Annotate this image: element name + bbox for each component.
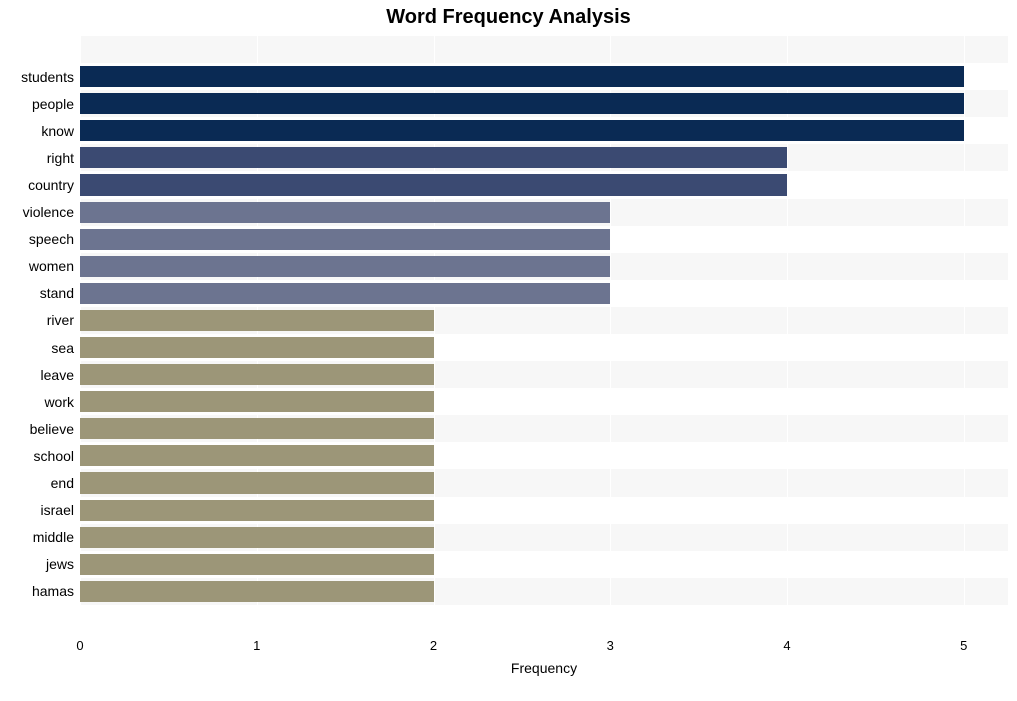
- plot-area: [80, 36, 1008, 632]
- y-tick-label: believe: [0, 421, 74, 437]
- y-tick-label: violence: [0, 204, 74, 220]
- x-grid-line: [964, 36, 965, 632]
- bar: [80, 93, 964, 114]
- bar: [80, 120, 964, 141]
- y-tick-label: middle: [0, 529, 74, 545]
- bar: [80, 147, 787, 168]
- bar: [80, 283, 610, 304]
- bar: [80, 418, 434, 439]
- bar: [80, 174, 787, 195]
- bar: [80, 364, 434, 385]
- y-tick-label: end: [0, 475, 74, 491]
- bar: [80, 256, 610, 277]
- bar: [80, 445, 434, 466]
- bar: [80, 202, 610, 223]
- y-tick-label: hamas: [0, 583, 74, 599]
- y-tick-label: stand: [0, 285, 74, 301]
- x-tick-label: 2: [430, 638, 437, 653]
- y-tick-label: leave: [0, 367, 74, 383]
- bar: [80, 391, 434, 412]
- x-tick-label: 0: [76, 638, 83, 653]
- y-tick-label: sea: [0, 340, 74, 356]
- plot-stripe: [80, 605, 1008, 632]
- bar: [80, 66, 964, 87]
- x-tick-label: 1: [253, 638, 260, 653]
- x-tick-label: 3: [607, 638, 614, 653]
- bar: [80, 310, 434, 331]
- bar: [80, 472, 434, 493]
- bar: [80, 500, 434, 521]
- x-tick-label: 5: [960, 638, 967, 653]
- bar: [80, 554, 434, 575]
- y-tick-label: work: [0, 394, 74, 410]
- y-tick-label: people: [0, 96, 74, 112]
- y-tick-label: women: [0, 258, 74, 274]
- bar: [80, 581, 434, 602]
- y-tick-label: speech: [0, 231, 74, 247]
- x-axis-title: Frequency: [80, 660, 1008, 676]
- y-tick-label: jews: [0, 556, 74, 572]
- y-tick-label: school: [0, 448, 74, 464]
- chart-title: Word Frequency Analysis: [0, 6, 1017, 29]
- bar: [80, 229, 610, 250]
- y-tick-label: river: [0, 312, 74, 328]
- x-tick-label: 4: [783, 638, 790, 653]
- y-tick-label: students: [0, 69, 74, 85]
- y-tick-label: right: [0, 150, 74, 166]
- bar: [80, 337, 434, 358]
- plot-stripe: [80, 36, 1008, 63]
- y-tick-label: know: [0, 123, 74, 139]
- word-frequency-chart: Word Frequency Analysis Frequency studen…: [0, 0, 1017, 701]
- y-tick-label: israel: [0, 502, 74, 518]
- bar: [80, 527, 434, 548]
- y-tick-label: country: [0, 177, 74, 193]
